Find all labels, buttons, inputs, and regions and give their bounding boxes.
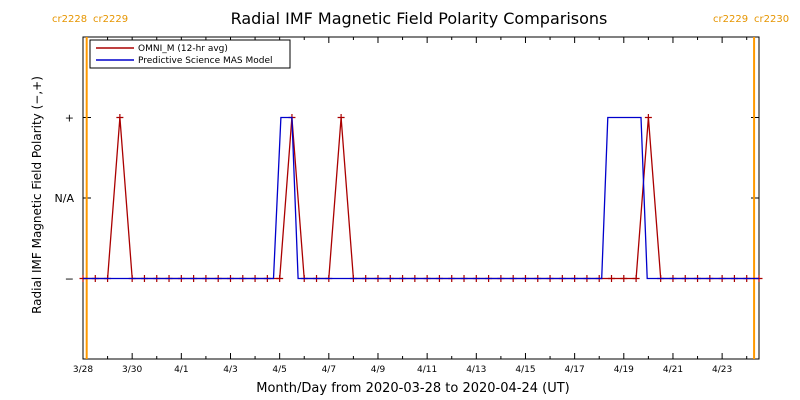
x-tick-label: 3/30 (122, 365, 142, 375)
omni-series-line (83, 117, 759, 280)
omni-data-point (337, 114, 345, 121)
x-tick-label: 4/11 (417, 365, 437, 375)
x-tick-label: 4/13 (466, 365, 486, 375)
x-tick-label: 3/28 (73, 365, 93, 375)
x-axis-label: Month/Day from 2020-03-28 to 2020-04-24 … (256, 381, 569, 396)
omni-data-point (276, 275, 284, 282)
x-tick-label: 4/3 (223, 365, 237, 375)
x-tick-label: 4/17 (565, 365, 585, 375)
omni-data-point (632, 275, 640, 282)
mas-series-line (83, 116, 759, 280)
omni-data-point (116, 114, 124, 121)
omni-data-point (608, 275, 616, 282)
carrington-label-cr2230: cr2230 (754, 14, 789, 25)
x-tick-label: 4/21 (663, 365, 683, 375)
x-tick-label: 4/7 (322, 365, 336, 375)
y-tick-label: − (65, 273, 74, 286)
plot-frame (82, 36, 760, 360)
carrington-label-cr2229-right: cr2229 (713, 14, 748, 25)
legend-entry-omni: OMNI_M (12-hr avg) (138, 44, 228, 54)
y-tick-label: + (65, 112, 74, 125)
x-tick-label: 4/5 (272, 365, 286, 375)
x-tick-label: 4/15 (515, 365, 535, 375)
carrington-label-cr2228: cr2228 (52, 14, 87, 25)
x-tick-label: 4/1 (174, 365, 188, 375)
legend-box (89, 39, 291, 69)
x-tick-label: 4/23 (712, 365, 732, 375)
omni-data-point (644, 114, 652, 121)
carrington-label-cr2229-left: cr2229 (93, 14, 128, 25)
chart-title: Radial IMF Magnetic Field Polarity Compa… (231, 9, 608, 28)
x-tick-label: 4/19 (614, 365, 634, 375)
x-tick-label: 4/9 (371, 365, 386, 375)
y-axis-label: Radial IMF Magnetic Field Polarity (−,+) (30, 76, 44, 314)
legend-entry-mas: Predictive Science MAS Model (138, 56, 273, 66)
omni-data-point (620, 275, 628, 282)
y-tick-label: N/A (55, 192, 75, 205)
